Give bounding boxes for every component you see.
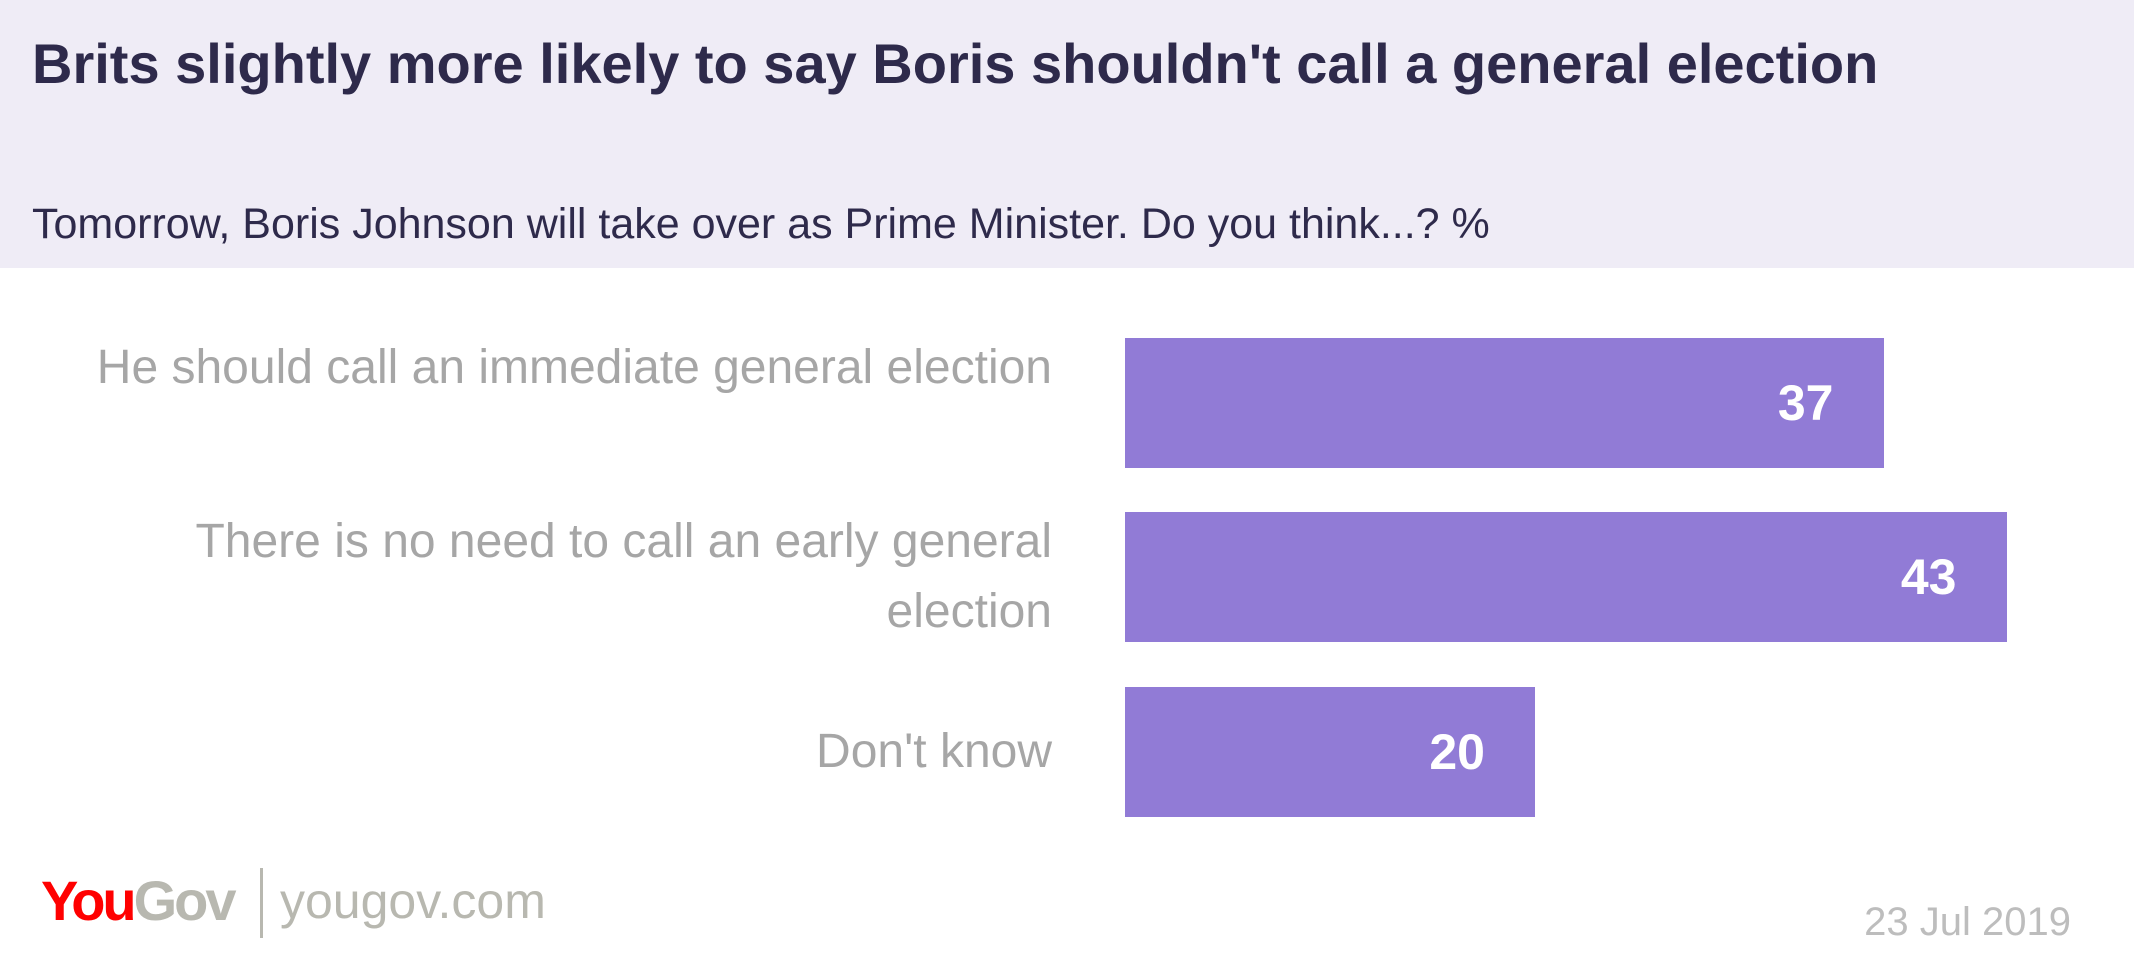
chart-subtitle: Tomorrow, Boris Johnson will take over a… <box>32 200 1490 248</box>
category-label: There is no need to call an early genera… <box>195 515 1052 638</box>
category-label: He should call an immediate general elec… <box>96 341 1052 394</box>
site-url: yougov.com <box>280 873 546 929</box>
bar: 37 <box>1125 338 1884 468</box>
category-label: Don't know <box>816 725 1052 778</box>
value-label: 37 <box>1777 375 1834 431</box>
header-band: Brits slightly more likely to say Boris … <box>0 0 2134 268</box>
value-label: 43 <box>1900 549 1957 605</box>
bar: 43 <box>1125 512 2007 642</box>
date: 23 Jul 2019 <box>1864 900 2071 944</box>
logo-you: You <box>41 869 137 932</box>
logo-divider <box>260 868 263 938</box>
yougov-logo: YouGov <box>41 868 237 933</box>
bar: 20 <box>1125 687 1535 817</box>
value-label: 20 <box>1429 724 1485 780</box>
logo-gov: Gov <box>133 869 237 932</box>
chart-title: Brits slightly more likely to say Boris … <box>32 32 1879 95</box>
